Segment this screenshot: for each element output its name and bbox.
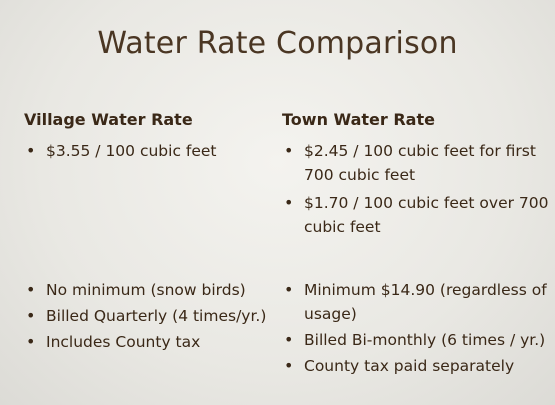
list-item: • Includes County tax <box>24 330 274 354</box>
bullet-icon: • <box>26 280 36 299</box>
list-item: • $3.55 / 100 cubic feet <box>24 139 274 163</box>
village-detail-text: Includes County tax <box>46 333 201 351</box>
bullet-icon: • <box>284 330 294 349</box>
village-rate-text: $3.55 / 100 cubic feet <box>46 142 217 160</box>
town-column: Town Water Rate • $2.45 / 100 cubic feet… <box>282 110 550 243</box>
village-detail-text: Billed Quarterly (4 times/yr.) <box>46 307 267 325</box>
bullet-icon: • <box>284 193 294 212</box>
list-item: • $1.70 / 100 cubic feet over 700 cubic … <box>282 191 550 239</box>
bullet-icon: • <box>26 306 36 325</box>
village-column: Village Water Rate • $3.55 / 100 cubic f… <box>24 110 274 167</box>
bullet-icon: • <box>26 332 36 351</box>
slide-title: Water Rate Comparison <box>97 26 458 61</box>
list-item: • $2.45 / 100 cubic feet for first 700 c… <box>282 139 550 187</box>
bullet-icon: • <box>284 280 294 299</box>
town-detail-text: Billed Bi-monthly (6 times / yr.) <box>304 331 546 349</box>
bullet-icon: • <box>284 141 294 160</box>
town-rate-over-text: $1.70 / 100 cubic feet over 700 cubic fe… <box>304 194 549 236</box>
village-heading: Village Water Rate <box>24 110 193 129</box>
village-detail-list: • No minimum (snow birds) • Billed Quart… <box>24 278 274 354</box>
list-item: • County tax paid separately <box>282 354 550 378</box>
town-detail-text: County tax paid separately <box>304 357 515 375</box>
village-details: • No minimum (snow birds) • Billed Quart… <box>24 278 274 356</box>
village-rate-list: • $3.55 / 100 cubic feet <box>24 139 274 163</box>
town-detail-list: • Minimum $14.90 (regardless of usage) •… <box>282 278 550 378</box>
list-item: • No minimum (snow birds) <box>24 278 274 302</box>
list-item: • Billed Bi-monthly (6 times / yr.) <box>282 328 550 352</box>
town-rate-first-text: $2.45 / 100 cubic feet for first 700 cub… <box>304 142 536 184</box>
town-rate-list: • $2.45 / 100 cubic feet for first 700 c… <box>282 139 550 239</box>
list-item: • Minimum $14.90 (regardless of usage) <box>282 278 550 326</box>
village-detail-text: No minimum (snow birds) <box>46 281 246 299</box>
town-details: • Minimum $14.90 (regardless of usage) •… <box>282 278 550 380</box>
town-detail-text: Minimum $14.90 (regardless of usage) <box>304 281 547 323</box>
bullet-icon: • <box>26 141 36 160</box>
bullet-icon: • <box>284 356 294 375</box>
list-item: • Billed Quarterly (4 times/yr.) <box>24 304 274 328</box>
town-heading: Town Water Rate <box>282 110 435 129</box>
